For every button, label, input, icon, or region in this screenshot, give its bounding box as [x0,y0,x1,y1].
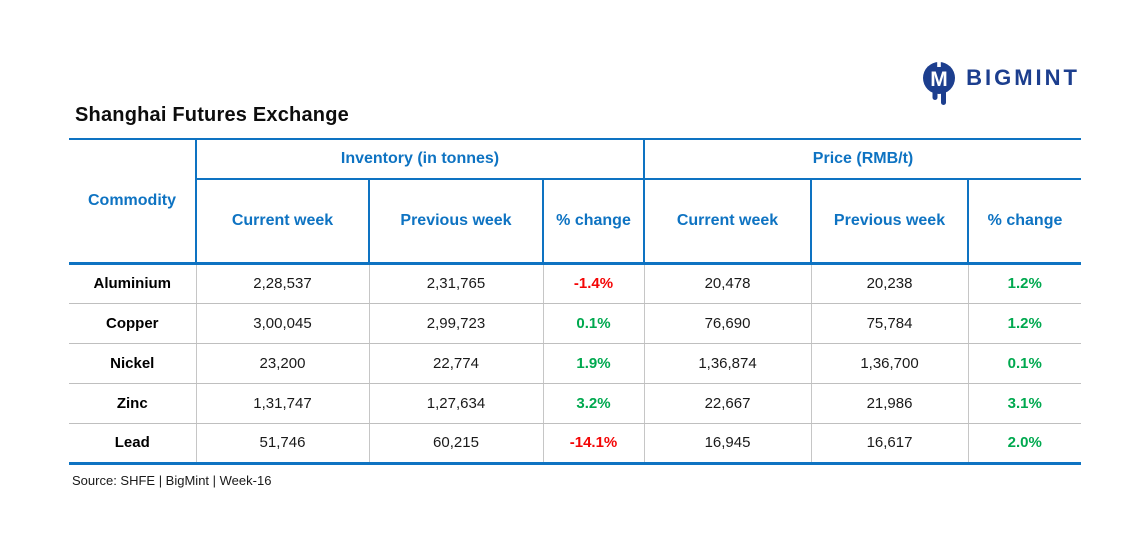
price-previous-cell: 1,36,700 [811,343,969,384]
inv-previous-week-header: Previous week [369,179,544,265]
inv-current-week-header: Current week [196,179,370,265]
price-current-cell: 1,36,874 [644,343,812,384]
table-row-aluminium: Aluminium 2,28,537 2,31,765 -1.4% 20,478… [69,263,1082,304]
inv-current-cell: 2,28,537 [196,263,370,304]
price-change-cell: 1.2% [968,303,1082,344]
price-pct-change-header: % change [968,179,1082,265]
source-note: Source: SHFE | BigMint | Week-16 [72,473,272,488]
commodity-cell: Lead [69,423,197,465]
sub-header-row: Current week Previous week % change Curr… [69,179,1082,265]
inv-previous-cell: 1,27,634 [369,383,544,424]
price-group-header: Price (RMB/t) [644,139,1082,180]
inv-pct-change-header: % change [543,179,646,265]
price-previous-cell: 20,238 [811,263,969,304]
price-previous-week-header: Previous week [811,179,970,265]
price-previous-cell: 75,784 [811,303,969,344]
inv-previous-cell: 60,215 [369,423,544,465]
inv-previous-cell: 2,99,723 [369,303,544,344]
group-header-row: Commodity Inventory (in tonnes) Price (R… [69,139,1082,265]
inv-change-cell: 3.2% [543,383,645,424]
commodity-cell: Nickel [69,343,197,384]
commodity-cell: Aluminium [69,263,197,304]
inv-change-cell: -1.4% [543,263,645,304]
price-change-cell: 2.0% [968,423,1082,465]
price-current-cell: 22,667 [644,383,812,424]
price-previous-cell: 16,617 [811,423,969,465]
price-current-cell: 16,945 [644,423,812,465]
bigmint-logo-icon: M [921,61,957,107]
inv-current-cell: 3,00,045 [196,303,370,344]
bigmint-logo-text: BIGMINT [966,65,1080,90]
inv-change-cell: 1.9% [543,343,645,384]
page-title: Shanghai Futures Exchange [75,104,349,126]
price-current-cell: 76,690 [644,303,812,344]
price-change-cell: 1.2% [968,263,1082,304]
inv-change-cell: -14.1% [543,423,645,465]
inv-previous-cell: 2,31,765 [369,263,544,304]
inventory-group-header: Inventory (in tonnes) [196,139,646,180]
inv-previous-cell: 22,774 [369,343,544,384]
commodity-cell: Zinc [69,383,197,424]
price-change-cell: 3.1% [968,383,1082,424]
commodity-header: Commodity [69,139,197,265]
price-change-cell: 0.1% [968,343,1082,384]
table-row-nickel: Nickel 23,200 22,774 1.9% 1,36,874 1,36,… [69,343,1082,384]
inv-current-cell: 1,31,747 [196,383,370,424]
commodity-cell: Copper [69,303,197,344]
table-row-copper: Copper 3,00,045 2,99,723 0.1% 76,690 75,… [69,303,1082,344]
price-current-cell: 20,478 [644,263,812,304]
table-row-zinc: Zinc 1,31,747 1,27,634 3.2% 22,667 21,98… [69,383,1082,424]
table-row-lead: Lead 51,746 60,215 -14.1% 16,945 16,617 … [69,423,1082,465]
futures-table: Commodity Inventory (in tonnes) Price (R… [69,138,1082,465]
inv-change-cell: 0.1% [543,303,645,344]
svg-text:M: M [930,68,948,91]
bigmint-logo: M BIGMINT [921,61,1080,107]
inv-current-cell: 51,746 [196,423,370,465]
price-previous-cell: 21,986 [811,383,969,424]
inv-current-cell: 23,200 [196,343,370,384]
price-current-week-header: Current week [644,179,813,265]
